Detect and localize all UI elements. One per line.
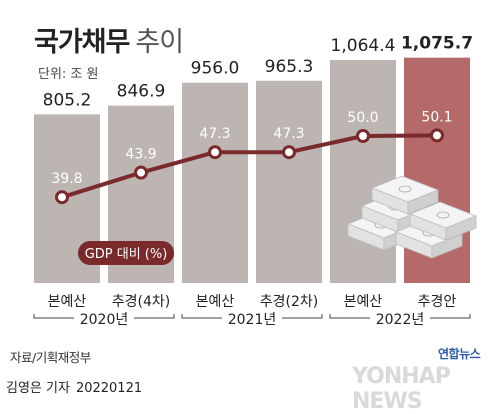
- chart-title: 국가채무 추이: [34, 20, 184, 59]
- legend-pill: [78, 241, 174, 265]
- legend-label: GDP 대비 (%): [85, 247, 168, 262]
- publish-date: 20220121: [75, 381, 143, 396]
- title-sub: 추이: [135, 27, 184, 58]
- money-front-4: [407, 189, 439, 215]
- gdp-point-4: [356, 129, 370, 143]
- money-seal-4: [398, 185, 412, 193]
- category-label-4: 본예산: [344, 294, 383, 310]
- money-front-3: [445, 215, 477, 241]
- bar-value-label-4: 1,064.4: [331, 36, 396, 56]
- chart-canvas: 805.2 846.9 956.0 965.3 1,064.4 1,075.7 본예산 추경(…: [33, 34, 478, 328]
- logo-english: YONHAP NEWS: [352, 364, 451, 414]
- gdp-point-1: [134, 165, 148, 180]
- gdp-point-5: [430, 128, 444, 143]
- gdp-point-label-2: 47.3: [199, 126, 230, 142]
- bar-value-label-1: 846.9: [117, 82, 166, 102]
- year-label-0: 2020년: [80, 312, 129, 328]
- logo-korean: 연합뉴스: [438, 347, 481, 361]
- money-seal-3: [436, 211, 450, 219]
- gdp-point-3: [282, 145, 296, 160]
- source-note: 자료/기획재정부: [10, 350, 91, 365]
- year-label-2: 2022년: [376, 312, 425, 328]
- year-label-bg-1: [222, 310, 282, 326]
- gdp-point-label-1: 43.9: [125, 147, 156, 163]
- unit-label: 단위: 조 원: [38, 67, 99, 82]
- gdp-point-label-4: 50.0: [347, 110, 378, 126]
- category-label-2: 본예산: [196, 294, 235, 310]
- bar-value-label-2: 956.0: [191, 59, 240, 79]
- bar-2: [182, 82, 248, 283]
- gdp-point-label-5: 50.1: [421, 109, 452, 125]
- author: 김영은 기자: [6, 381, 70, 396]
- category-label-3: 추경(2차): [260, 294, 318, 310]
- title-main: 국가채무: [34, 27, 130, 58]
- gdp-point-0: [55, 190, 69, 205]
- category-label-1: 추경(4차): [112, 294, 170, 310]
- gdp-point-label-0: 39.8: [51, 171, 82, 187]
- bar-3: [256, 80, 322, 284]
- credit-line: 김영은 기자 20220121: [6, 377, 142, 396]
- year-label-1: 2021년: [228, 312, 277, 328]
- year-label-bg-0: [74, 310, 134, 326]
- bar-value-label-3: 965.3: [265, 57, 314, 77]
- category-label-0: 본예산: [48, 294, 87, 310]
- gdp-ratio-line: [61, 133, 438, 200]
- year-label-bg-2: [370, 310, 430, 326]
- category-label-5: 추경안: [418, 294, 457, 310]
- gdp-point-2: [208, 145, 222, 160]
- bar-value-label-5: 1,075.7: [401, 34, 473, 54]
- gdp-point-label-3: 47.3: [273, 126, 304, 142]
- bar-value-label-0: 805.2: [43, 90, 92, 110]
